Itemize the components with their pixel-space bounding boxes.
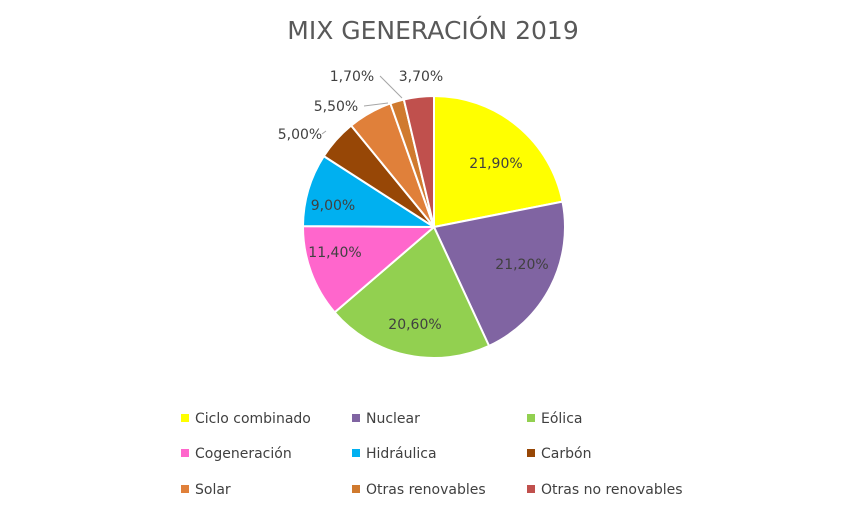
pie-slice-nuclear [433, 200, 566, 347]
legend-item-hidraulica: Hidráulica [352, 446, 437, 462]
legend-swatch-eolica [527, 414, 535, 422]
legend: Ciclo combinado Nuclear Eólica Cogeneración… [181, 411, 683, 498]
data-labels: 21,90% 21,20% 20,60% 11,40% 9,00% 5,00% 5,50% 1… [278, 69, 549, 333]
leader-line-solar [363, 102, 389, 107]
legend-label-otras-no-renovables: Otras no renovables [541, 482, 683, 498]
pie-slice-ciclo-combinado [433, 95, 564, 228]
data-label-hidraulica: 9,00% [311, 198, 355, 214]
chart-title: MIX GENERACIÓN 2019 [287, 15, 578, 45]
legend-item-otras-renovables: Otras renovables [352, 482, 486, 498]
pie-slices [301, 94, 566, 359]
legend-item-nuclear: Nuclear [352, 411, 420, 427]
legend-swatch-otras-renovables [352, 485, 360, 493]
leader-lines [321, 75, 403, 135]
legend-label-hidraulica: Hidráulica [366, 446, 437, 462]
legend-item-cogeneracion: Cogeneración [181, 446, 292, 462]
legend-label-solar: Solar [195, 482, 231, 498]
data-label-nuclear: 21,20% [495, 257, 548, 273]
pie-slice-cogeneracion [301, 225, 435, 314]
leader-line-carbon [321, 130, 327, 135]
data-label-ciclo-combinado: 21,90% [469, 156, 522, 172]
data-label-eolica: 20,60% [388, 317, 441, 333]
legend-item-otras-no-renovables: Otras no renovables [527, 482, 683, 498]
legend-swatch-nuclear [352, 414, 360, 422]
data-label-carbon: 5,00% [278, 127, 322, 143]
legend-swatch-hidraulica [352, 449, 360, 457]
legend-label-carbon: Carbón [541, 446, 591, 462]
legend-label-ciclo-combinado: Ciclo combinado [195, 411, 311, 427]
legend-swatch-carbon [527, 449, 535, 457]
legend-item-ciclo-combinado: Ciclo combinado [181, 411, 311, 427]
data-label-solar: 5,50% [314, 99, 358, 115]
leader-line-otras-renovables [379, 75, 403, 99]
legend-item-solar: Solar [181, 482, 231, 498]
legend-swatch-solar [181, 485, 189, 493]
legend-swatch-cogeneracion [181, 449, 189, 457]
legend-item-eolica: Eólica [527, 411, 582, 427]
pie-slice-eolica [333, 226, 491, 359]
data-label-otras-renovables: 1,70% [330, 69, 374, 85]
legend-item-carbon: Carbón [527, 446, 591, 462]
data-label-otras-no-renovables: 3,70% [399, 69, 443, 85]
data-label-cogeneracion: 11,40% [308, 245, 361, 261]
legend-label-cogeneracion: Cogeneración [195, 446, 292, 462]
legend-swatch-ciclo-combinado [181, 414, 189, 422]
legend-label-otras-renovables: Otras renovables [366, 482, 486, 498]
legend-swatch-otras-no-renovables [527, 485, 535, 493]
pie-slice-otras-no-renovables [402, 94, 435, 228]
legend-label-nuclear: Nuclear [366, 411, 420, 427]
legend-label-eolica: Eólica [541, 411, 582, 427]
